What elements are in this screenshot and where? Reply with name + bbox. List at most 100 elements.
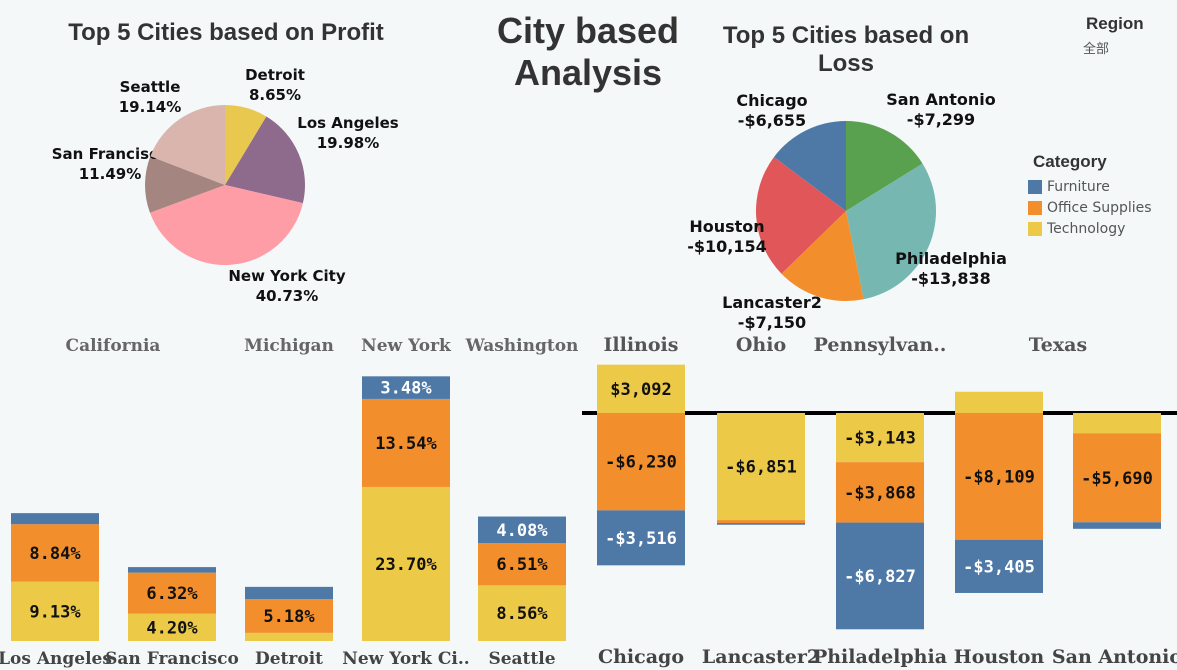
bar-segment-furniture[interactable]: [597, 510, 685, 566]
bar-segment-furniture[interactable]: [836, 522, 924, 630]
state-label-ohio: Ohio: [736, 334, 786, 356]
pie-label-city: New York City: [228, 267, 346, 285]
legend-item-technology[interactable]: Technology: [1028, 218, 1152, 239]
state-label-washington: Washington: [465, 336, 579, 356]
bar-segment-office-supplies[interactable]: [1073, 433, 1161, 523]
bar-segment-furniture[interactable]: [955, 539, 1043, 593]
bar-segment-office-supplies[interactable]: [836, 462, 924, 523]
bar-value-label: -$3,868: [844, 483, 916, 503]
pie-label-city: Chicago: [736, 91, 807, 110]
bar-segment-office-supplies[interactable]: [955, 413, 1043, 540]
title-line-1: City based: [496, 10, 680, 51]
city-label-chicago: Chicago: [598, 646, 684, 668]
bar-value-label: -$3,143: [844, 429, 916, 449]
bar-segment-technology[interactable]: [11, 581, 99, 641]
city-label-houston: Houston: [954, 646, 1045, 668]
pie-label-city: Philadelphia: [895, 249, 1007, 268]
pie-label-value: 40.73%: [256, 287, 318, 305]
pie-label-value: 8.65%: [249, 86, 301, 104]
state-label-pennsylvan: Pennsylvan..: [814, 334, 947, 356]
bar-segment-furniture[interactable]: [245, 586, 333, 600]
legend-item-furniture[interactable]: Furniture: [1028, 176, 1152, 197]
pie-label-city: San Antonio: [886, 90, 996, 109]
bar-value-label: 6.32%: [146, 584, 198, 604]
legend-swatch-technology: [1028, 221, 1042, 236]
pie-slice-new-york-city[interactable]: [149, 185, 303, 265]
pie-slice-lancaster2[interactable]: [781, 211, 864, 302]
bar-value-label: -$6,851: [725, 458, 797, 478]
bar-segment-technology[interactable]: [128, 613, 216, 641]
pie-label-city: Detroit: [245, 66, 305, 84]
pie-label-city: Los Angeles: [297, 114, 399, 132]
bar-value-label: 5.18%: [263, 607, 315, 627]
category-legend: Category Furniture Office Supplies Techn…: [1028, 152, 1152, 239]
legend-swatch-furniture: [1028, 179, 1042, 194]
bar-value-label: -$3,405: [963, 557, 1035, 577]
bar-segment-furniture[interactable]: [478, 516, 566, 544]
city-label-los-angeles: Los Angeles: [0, 649, 112, 669]
city-label-lancaster2: Lancaster2: [702, 646, 820, 668]
bar-segment-technology[interactable]: [597, 364, 685, 413]
pie-label-value: -$7,150: [738, 313, 806, 332]
region-filter-label: Region: [1086, 14, 1144, 33]
pie-label-value: 11.49%: [79, 165, 141, 183]
region-filter-value[interactable]: 全部: [1083, 42, 1110, 57]
bar-value-label: -$6,827: [844, 567, 916, 587]
bar-segment-office-supplies[interactable]: [362, 398, 450, 487]
legend-label: Technology: [1047, 220, 1126, 237]
bar-segment-technology[interactable]: [245, 632, 333, 641]
pie-slice-chicago[interactable]: [774, 121, 846, 211]
bar-segment-technology[interactable]: [717, 413, 805, 521]
bar-value-label: 4.08%: [496, 521, 548, 541]
bar-segment-office-supplies[interactable]: [597, 413, 685, 511]
bar-value-label: 8.84%: [29, 544, 81, 564]
state-label-illinois: Illinois: [604, 334, 679, 356]
bar-segment-office-supplies[interactable]: [717, 520, 805, 524]
pie-label-city: San Francisco: [52, 145, 168, 163]
bar-value-label: 8.56%: [496, 604, 548, 624]
legend-title: Category: [1033, 152, 1107, 171]
bar-value-label: $3,092: [610, 380, 671, 400]
pie-label-city: Houston: [689, 217, 764, 236]
bar-segment-technology[interactable]: [478, 585, 566, 641]
bar-segment-technology[interactable]: [836, 413, 924, 463]
bar-segment-office-supplies[interactable]: [245, 599, 333, 633]
bar-segment-office-supplies[interactable]: [478, 543, 566, 586]
pie-slice-philadelphia[interactable]: [846, 163, 937, 300]
pie-label-value: -$10,154: [687, 237, 767, 256]
bar-segment-office-supplies[interactable]: [128, 572, 216, 614]
bar-segment-furniture[interactable]: [362, 376, 450, 399]
state-label-california: California: [66, 336, 161, 356]
bar-value-label: 4.20%: [146, 618, 198, 638]
bar-value-label: -$6,230: [605, 453, 677, 473]
loss-pie-title: Top 5 Cities based on Loss: [722, 22, 970, 77]
legend-item-office-supplies[interactable]: Office Supplies: [1028, 197, 1152, 218]
bar-segment-technology[interactable]: [1073, 413, 1161, 434]
pie-label-value: -$6,655: [738, 111, 806, 130]
pie-label-city: Lancaster2: [722, 293, 822, 312]
pie-slice-detroit[interactable]: [225, 105, 267, 185]
bar-value-label: 3.48%: [380, 379, 432, 399]
pie-slice-seattle[interactable]: [150, 105, 225, 185]
dashboard-title: City based Analysis: [470, 10, 706, 94]
legend-label: Office Supplies: [1047, 199, 1152, 216]
city-label-new-york-ci: New York Ci..: [342, 649, 469, 669]
bar-segment-technology[interactable]: [955, 391, 1043, 413]
bar-value-label: 13.54%: [375, 434, 437, 454]
pie-slice-los-angeles[interactable]: [225, 116, 305, 204]
bar-segment-furniture[interactable]: [717, 523, 805, 525]
bar-segment-office-supplies[interactable]: [11, 524, 99, 582]
bar-segment-furniture[interactable]: [11, 513, 99, 525]
legend-swatch-office-supplies: [1028, 200, 1042, 215]
pie-slice-san-antonio[interactable]: [846, 121, 923, 211]
bar-value-label: 23.70%: [375, 555, 437, 575]
bar-segment-technology[interactable]: [362, 486, 450, 641]
pie-label-value: -$13,838: [911, 269, 991, 288]
bar-segment-furniture[interactable]: [1073, 522, 1161, 529]
bar-segment-furniture[interactable]: [128, 567, 216, 573]
pie-slice-houston[interactable]: [755, 157, 846, 274]
pie-slice-san-francisco[interactable]: [145, 156, 225, 213]
bar-value-label: -$5,690: [1081, 469, 1153, 489]
city-label-philadelphia: Philadelphia: [813, 646, 947, 668]
legend-label: Furniture: [1047, 178, 1110, 195]
